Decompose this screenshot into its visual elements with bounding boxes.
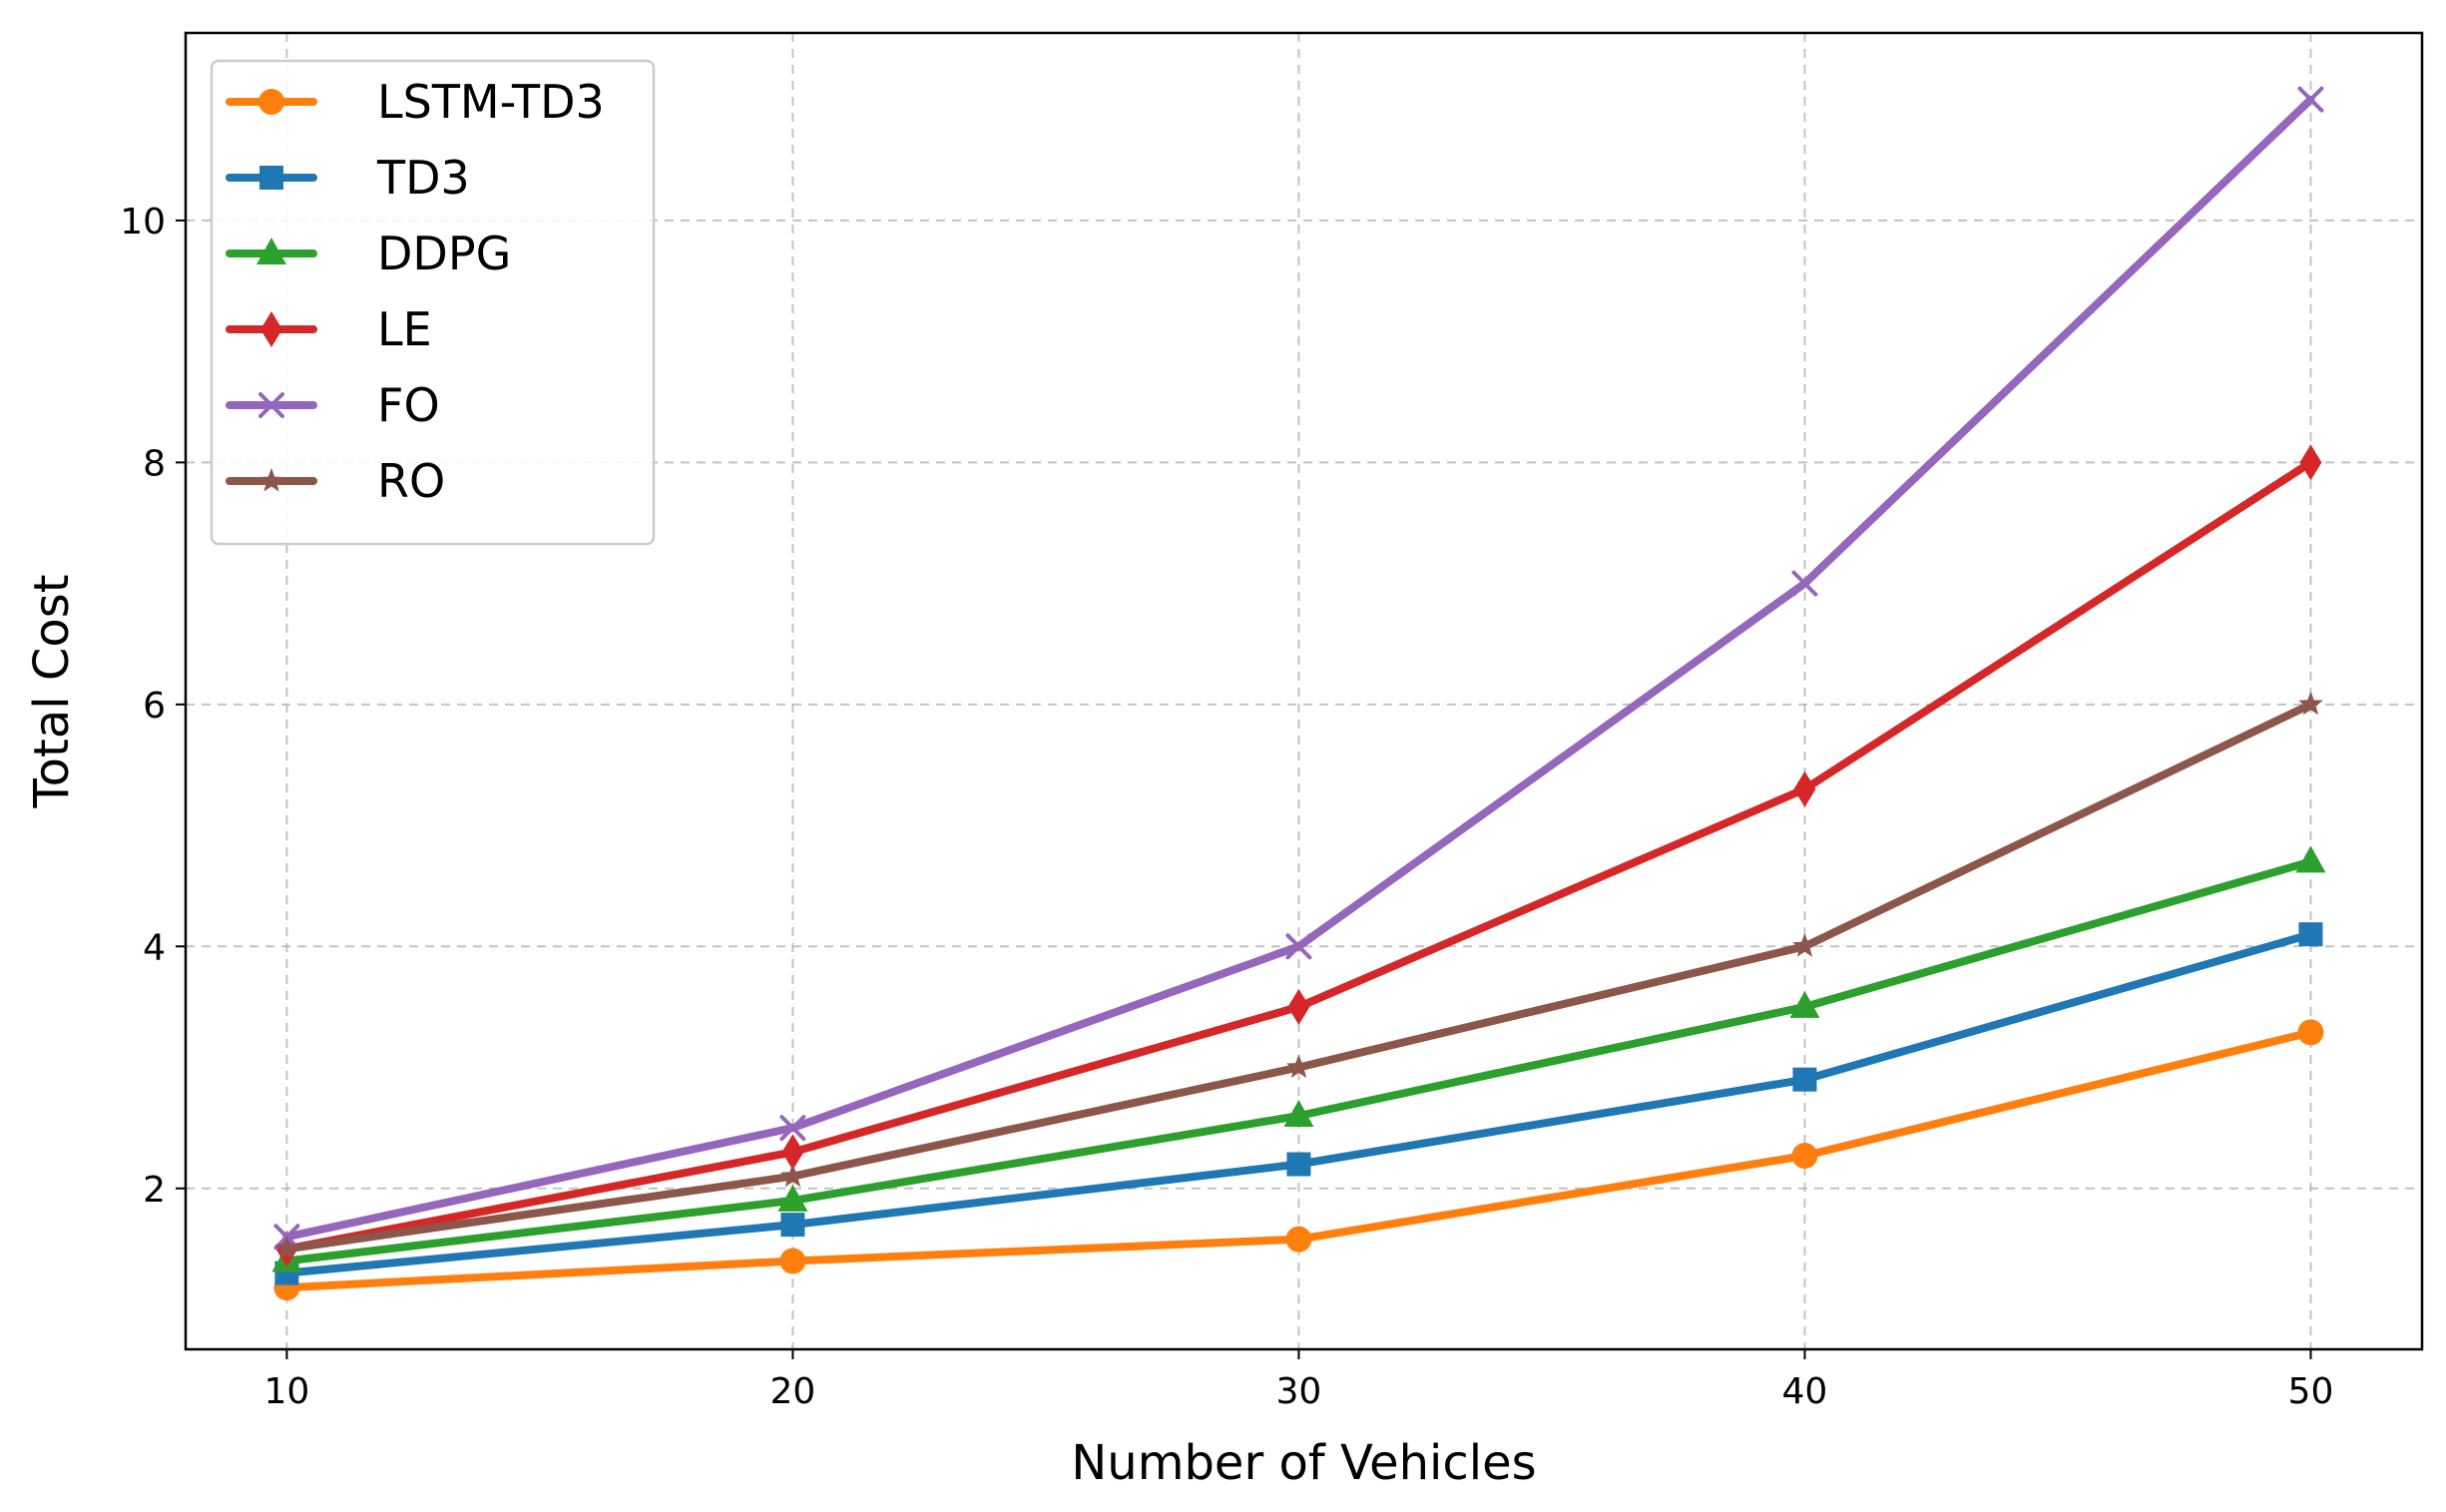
series-ddpg	[271, 845, 2326, 1272]
data-point-ddpg	[2295, 845, 2326, 873]
data-point-ro	[780, 1163, 805, 1188]
legend-marker	[259, 166, 283, 190]
data-point-ddpg	[1283, 1100, 1314, 1128]
plot-frame	[184, 31, 2424, 1351]
data-point-ro	[274, 1236, 299, 1260]
data-point-lstm-td3	[1285, 1226, 1312, 1253]
y-tick-label: 8	[143, 443, 166, 484]
data-point-fo	[779, 1115, 806, 1142]
series-layer	[271, 86, 2326, 1301]
legend-marker	[256, 238, 286, 264]
legend-label: FO	[377, 378, 440, 432]
data-point-td3	[780, 1213, 805, 1238]
y-tick-label: 2	[143, 1170, 166, 1211]
legend-label: DDPG	[377, 227, 511, 280]
legend-marker	[258, 392, 284, 418]
legend-label: RO	[377, 454, 445, 508]
data-point-ddpg	[777, 1184, 808, 1212]
x-tick-label: 50	[2288, 1371, 2334, 1412]
legend-label: TD3	[376, 151, 470, 205]
x-tick-label: 30	[1276, 1371, 1322, 1412]
legend: LSTM-TD3 TD3 DDPG LE FO RO	[210, 59, 656, 546]
data-point-le	[781, 1134, 804, 1171]
data-point-lstm-td3	[779, 1248, 806, 1274]
axes-ticks: 10 20 30 40 50 2 4 6 8 10	[120, 202, 2333, 1412]
data-point-ro	[2298, 691, 2323, 716]
legend-item-fo: FO	[226, 378, 440, 432]
legend-label: LSTM-TD3	[377, 75, 605, 129]
data-point-lstm-td3	[1791, 1143, 1818, 1170]
data-point-le	[2299, 444, 2322, 481]
x-axis-label: Number of Vehicles	[1071, 1435, 1536, 1491]
legend-marker	[260, 311, 282, 347]
legend-marker	[258, 89, 284, 115]
data-point-td3	[1286, 1152, 1311, 1177]
legend-item-lstm-td3: LSTM-TD3	[226, 75, 605, 129]
y-axis-label: Total Cost	[24, 574, 80, 808]
legend-item-le: LE	[226, 302, 432, 356]
data-point-td3	[1792, 1067, 1817, 1092]
data-point-le	[1287, 988, 1310, 1025]
legend-item-ro: RO	[226, 454, 445, 508]
y-tick-label: 10	[120, 202, 166, 243]
data-point-fo	[1791, 570, 1818, 597]
series-ro	[274, 691, 2323, 1260]
data-point-lstm-td3	[2297, 1019, 2324, 1046]
legend-label: LE	[377, 302, 432, 356]
x-tick-label: 20	[770, 1371, 816, 1412]
legend-item-ddpg: DDPG	[226, 227, 511, 280]
data-point-le	[1793, 770, 1816, 807]
x-tick-label: 10	[263, 1371, 309, 1412]
legend-item-td3: TD3	[226, 151, 470, 205]
data-point-fo	[2297, 86, 2324, 113]
legend-marker	[258, 468, 284, 492]
y-tick-label: 6	[143, 686, 166, 727]
x-tick-label: 40	[1782, 1371, 1828, 1412]
data-point-ddpg	[1789, 990, 1820, 1018]
data-point-ro	[1792, 933, 1817, 957]
legend-box	[210, 59, 656, 546]
series-lstm-td3	[273, 1019, 2324, 1301]
data-point-fo	[1285, 933, 1312, 960]
y-tick-label: 4	[143, 927, 166, 968]
data-point-ro	[1286, 1054, 1311, 1078]
data-point-td3	[2298, 922, 2323, 947]
